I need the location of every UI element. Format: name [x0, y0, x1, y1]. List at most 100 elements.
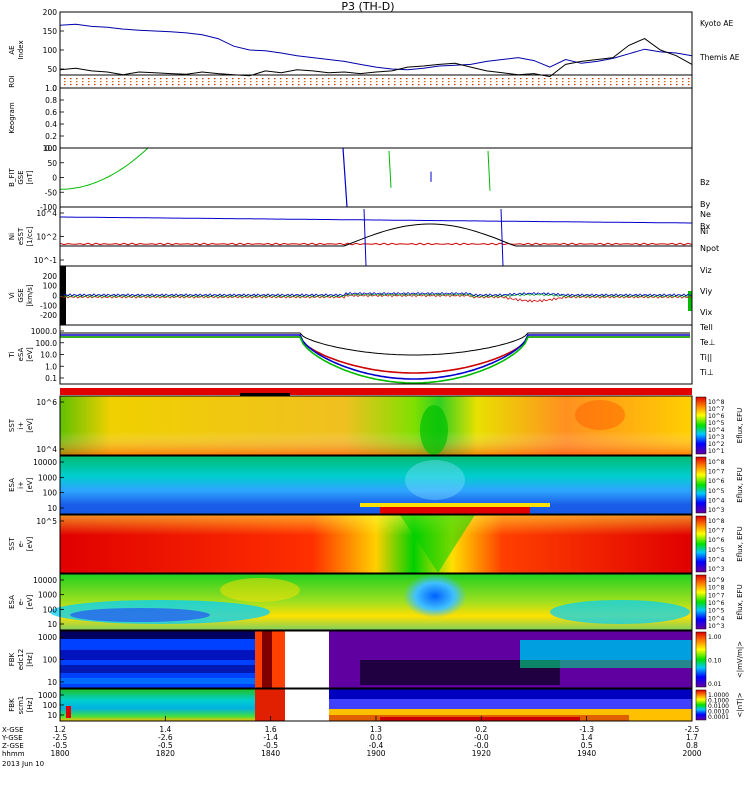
roi-dot [202, 84, 204, 86]
bfit-ylabel: GSE [17, 170, 25, 184]
roi-dot [484, 84, 486, 86]
roi-dot [532, 78, 534, 80]
roi-dot [124, 81, 126, 83]
roi-dot [250, 78, 252, 80]
roi-dot [466, 78, 468, 80]
temperature-tick-label: 0.1 [45, 374, 57, 383]
time-tick-3: 1920 [472, 749, 491, 758]
time-tick-0: 0.2 [475, 725, 487, 734]
time-tick-2: 0.8 [686, 741, 698, 750]
bfit-bx-line [342, 147, 348, 208]
roi-dot [388, 81, 390, 83]
roi-dot [136, 81, 138, 83]
roi-dot [544, 81, 546, 83]
roi-dot [124, 78, 126, 80]
roi-dot [310, 78, 312, 80]
roi-dot [406, 81, 408, 83]
esa_i-ylabel: i+ [17, 481, 25, 489]
time-tick-2: -0.0 [474, 741, 489, 750]
keogram-tick-label: 0.6 [45, 108, 57, 117]
density-tick-label: 10^2 [36, 233, 57, 242]
roi-dot [664, 78, 666, 80]
time-tick-1: 1.4 [581, 733, 593, 742]
roi-dot [676, 81, 678, 83]
roi-dot [604, 78, 606, 80]
roi-dot [658, 81, 660, 83]
time-tick-0: 1.3 [370, 725, 382, 734]
roi-dot [418, 84, 420, 86]
roi-dot [400, 81, 402, 83]
roi-dot [424, 81, 426, 83]
fbk_b-cbar-tick: 0.0001 [708, 714, 729, 721]
esa_i-colorbar [695, 456, 707, 514]
temp-tell-line [60, 332, 690, 356]
roi-dot [586, 84, 588, 86]
esa_i-cbar-tick: 10^6 [708, 478, 725, 485]
ae-frame [59, 11, 693, 89]
roi-dot [382, 84, 384, 86]
roi-dot [286, 81, 288, 83]
esa_e-cbar-tick: 10^3 [708, 623, 725, 630]
roi-dot [226, 84, 228, 86]
sst-electron-spectrogram [60, 515, 692, 573]
roi-dot [100, 84, 102, 86]
temp-tipar-line [60, 336, 690, 384]
sst_i-ylabel: i+ [17, 421, 25, 429]
roi-dot [244, 84, 246, 86]
roi-dot [682, 84, 684, 86]
roi-dot [634, 84, 636, 86]
esa_e-ylabel: ESA [8, 595, 16, 609]
keogram-ylabel: Keogram [8, 102, 16, 133]
ae-tick-label: 50 [47, 65, 57, 74]
esa_e-tick-label: 10000 [33, 576, 57, 585]
ae-ylabel: AE [8, 45, 16, 54]
fbk_e-ylabel: FBK [8, 652, 16, 666]
roi-dot [460, 78, 462, 80]
roi-dot [508, 84, 510, 86]
roi-dot [250, 84, 252, 86]
roi-dot [172, 81, 174, 83]
roi-dot [568, 84, 570, 86]
roi-dot [430, 78, 432, 80]
roi-dot [220, 78, 222, 80]
status-bar [60, 388, 692, 395]
roi-dot [442, 84, 444, 86]
roi-dot [304, 81, 306, 83]
fbk_b-cbar-tick: 0.1000 [708, 698, 729, 705]
roi-dot [226, 81, 228, 83]
roi-dot [262, 81, 264, 83]
roi-dot [184, 81, 186, 83]
roi-dot [364, 84, 366, 86]
roi-dot [64, 78, 66, 80]
time-tick-2: -0.5 [263, 741, 278, 750]
roi-dot [424, 84, 426, 86]
chart-title: P3 (TH-D) [341, 0, 394, 13]
roi-dot [268, 81, 270, 83]
roi-dot [154, 81, 156, 83]
esa_e-cbar-tick: 10^7 [708, 592, 725, 599]
roi-dot [376, 81, 378, 83]
bfit-ylabel: [nT] [26, 170, 34, 184]
roi-dot [268, 84, 270, 86]
roi-dot [376, 78, 378, 80]
fbk_b-cbar-label: <|nT|> [736, 692, 744, 717]
fbk_e-cbar-tick: 1.00 [708, 634, 722, 641]
roi-dot [292, 84, 294, 86]
roi-dot [310, 84, 312, 86]
roi-dot [646, 81, 648, 83]
esa_e-ylabel: e- [17, 598, 25, 605]
keogram-tick-label: 0.2 [45, 132, 57, 141]
roi-dot [244, 78, 246, 80]
roi-dot [214, 81, 216, 83]
roi-dot [436, 84, 438, 86]
roi-dot [304, 84, 306, 86]
roi-dot [544, 78, 546, 80]
roi-dot [106, 78, 108, 80]
sst_e-ylabel: SST [8, 537, 16, 551]
esa_i-cbar-tick: 10^3 [708, 507, 725, 514]
fbk_e-colorbar [695, 631, 707, 688]
roi-dot [628, 81, 630, 83]
roi-dot [508, 81, 510, 83]
roi-dot [580, 81, 582, 83]
temp-te-line [60, 336, 690, 374]
